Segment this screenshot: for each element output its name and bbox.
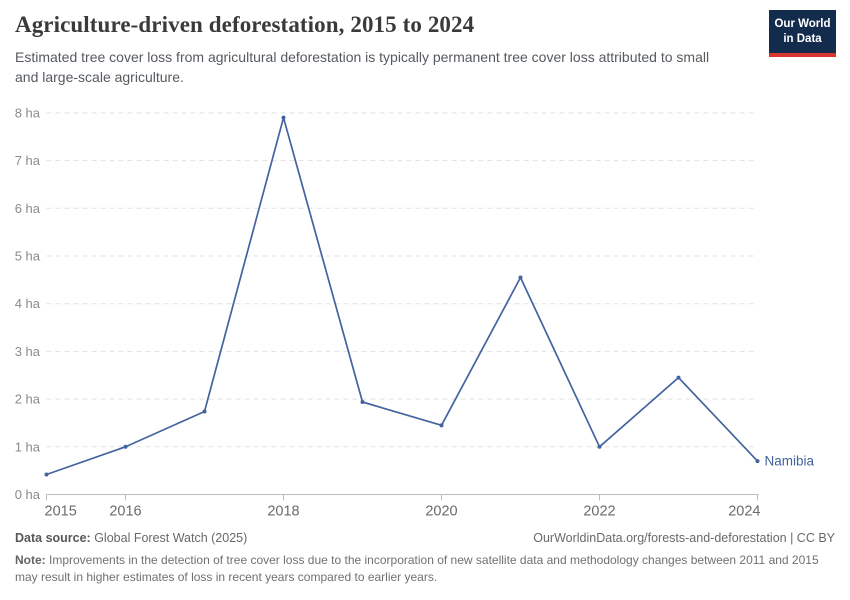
chart-footer: Data source: Global Forest Watch (2025) … [15, 531, 835, 587]
x-axis-tick-label: 2018 [267, 504, 299, 520]
x-axis-tick-label: 2015 [45, 504, 77, 520]
data-point-2022[interactable] [597, 444, 602, 449]
owid-logo-line2: in Data [783, 32, 822, 45]
x-axis-tick-label: 2024 [728, 504, 760, 520]
chart-subtitle: Estimated tree cover loss from agricultu… [15, 49, 710, 86]
y-axis-tick-label: 8 ha [15, 105, 41, 120]
data-point-2015[interactable] [44, 472, 49, 477]
y-axis-tick-label: 6 ha [15, 201, 41, 216]
x-axis-tick-label: 2022 [583, 504, 615, 520]
chart-title: Agriculture-driven deforestation, 2015 t… [15, 12, 475, 37]
data-point-2018[interactable] [281, 115, 286, 120]
y-axis-tick-label: 1 ha [15, 439, 41, 454]
y-axis-tick-label: 3 ha [15, 344, 41, 359]
data-point-2021[interactable] [518, 275, 523, 280]
x-axis-tick-label: 2020 [425, 504, 457, 520]
license-link[interactable]: OurWorldinData.org/forests-and-deforesta… [533, 531, 835, 545]
x-axis-tick-label: 2016 [109, 504, 141, 520]
data-point-2024[interactable] [755, 459, 760, 464]
owid-logo[interactable]: Our World in Data [769, 10, 836, 57]
data-source: Data source: Global Forest Watch (2025) [15, 531, 247, 545]
data-source-label: Data source: [15, 531, 91, 545]
data-point-2023[interactable] [676, 375, 681, 380]
chart-header: Agriculture-driven deforestation, 2015 t… [15, 10, 836, 88]
note-label: Note: [15, 553, 46, 567]
chart-note: Note: Improvements in the detection of t… [15, 552, 835, 587]
data-point-2020[interactable] [439, 423, 444, 428]
y-axis-tick-label: 2 ha [15, 392, 41, 407]
data-source-value: Global Forest Watch (2025) [90, 531, 248, 545]
chart-canvas[interactable]: 0 ha 1 ha 2 ha 3 ha 4 ha 5 ha 6 ha 7 ha 8 ha 2015… [0, 0, 850, 530]
y-axis-tick-label: 5 ha [15, 249, 41, 264]
line-series-namibia [45, 116, 759, 476]
y-axis-tick-label: 4 ha [15, 296, 41, 311]
series-end-label[interactable]: Namibia [765, 454, 815, 469]
data-point-2019[interactable] [360, 399, 365, 404]
owid-logo-line1: Our World [774, 18, 831, 30]
y-axis-tick-label: 7 ha [15, 153, 41, 168]
data-point-2017[interactable] [202, 409, 207, 414]
y-axis-tick-label: 0 ha [15, 487, 41, 502]
data-point-2016[interactable] [123, 444, 128, 449]
note-text: Improvements in the detection of tree co… [15, 553, 819, 585]
